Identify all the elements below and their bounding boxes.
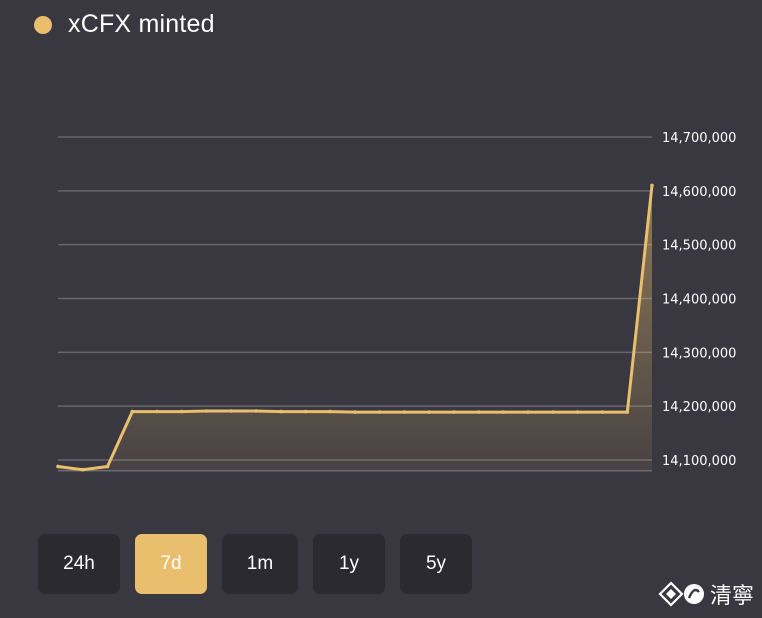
data-point	[551, 410, 555, 414]
data-point	[303, 409, 308, 414]
line-chart: 14,100,000 14,200,000 14,300,000 14,400,000…	[56, 131, 736, 472]
timeframe-selector: 24h 7d 1m 1y 5y	[38, 534, 472, 594]
data-point	[526, 410, 531, 414]
data-point	[328, 409, 333, 414]
area-fill	[58, 185, 652, 471]
watermark-logo-icon	[658, 581, 704, 607]
data-point	[575, 410, 580, 414]
data-point	[80, 467, 85, 472]
data-point	[650, 183, 654, 188]
data-point	[600, 410, 605, 414]
timeframe-1m-button[interactable]: 1m	[222, 534, 298, 594]
y-axis-ticks: 14,100,000 14,200,000 14,300,000 14,400,000…	[662, 131, 736, 469]
data-point	[254, 409, 258, 413]
timeframe-24h-button[interactable]: 24h	[38, 534, 120, 594]
y-tick-label: 14,600,000	[662, 185, 736, 200]
watermark-text: 清寧	[709, 584, 754, 609]
data-point	[56, 464, 60, 469]
data-point	[155, 409, 159, 414]
y-tick-label: 14,700,000	[662, 131, 736, 146]
y-tick-label: 14,200,000	[662, 400, 736, 415]
timeframe-1y-button[interactable]: 1y	[313, 534, 385, 594]
timeframe-7d-button[interactable]: 7d	[135, 534, 207, 594]
y-tick-label: 14,500,000	[662, 239, 736, 254]
series-area	[58, 185, 652, 471]
data-point	[452, 410, 456, 414]
legend-label: xCFX minted	[68, 10, 215, 38]
data-point	[377, 410, 382, 414]
data-point	[278, 409, 283, 414]
data-point	[229, 409, 234, 413]
y-tick-label: 14,400,000	[662, 293, 736, 308]
legend-color-dot	[34, 15, 52, 34]
data-point	[353, 410, 357, 414]
data-point	[476, 410, 481, 414]
watermark: 清寧	[658, 578, 754, 610]
data-point	[105, 464, 110, 469]
data-point	[501, 410, 506, 414]
data-point	[204, 409, 209, 413]
data-points	[56, 183, 654, 472]
data-point	[130, 409, 135, 414]
data-point	[625, 410, 630, 414]
timeframe-5y-button[interactable]: 5y	[400, 534, 472, 594]
data-point	[179, 409, 184, 414]
y-tick-label: 14,300,000	[662, 346, 736, 361]
y-tick-label: 14,100,000	[662, 454, 736, 469]
data-point	[427, 410, 432, 414]
data-point	[402, 410, 407, 414]
chart-legend: xCFX minted	[34, 10, 215, 39]
